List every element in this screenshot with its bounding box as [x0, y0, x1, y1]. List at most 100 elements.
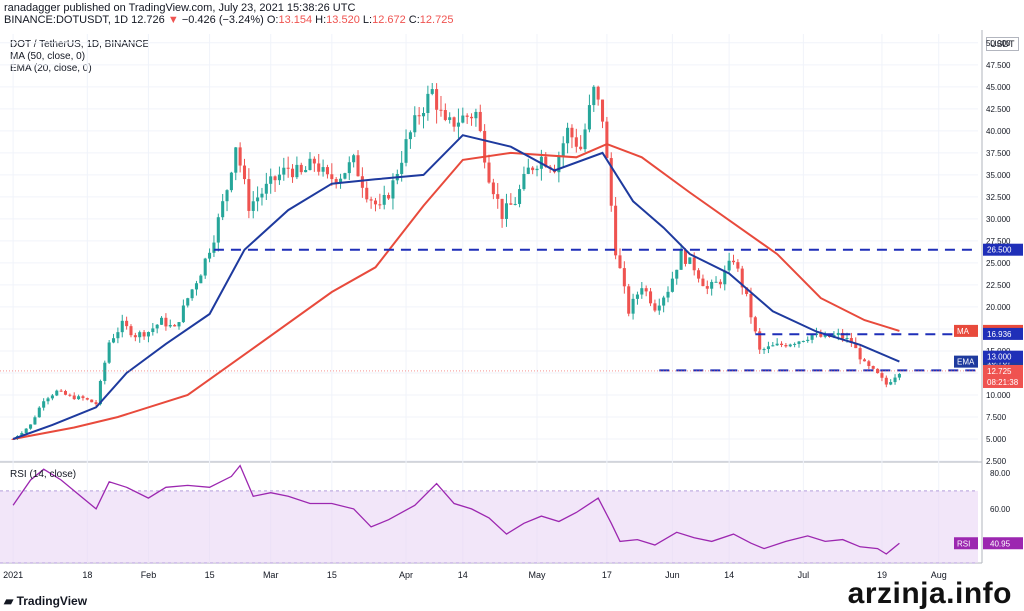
- candle-body: [155, 324, 159, 329]
- candle-body: [627, 286, 631, 314]
- price-axis-label: 26.500: [983, 243, 1023, 256]
- candle-body: [94, 402, 98, 405]
- watermark-text: arzinja.info: [847, 577, 1012, 610]
- candle-body: [644, 288, 648, 292]
- candle-body: [360, 176, 364, 188]
- price-tick-label: 27.500: [986, 237, 1011, 246]
- candle-body: [697, 270, 701, 279]
- candle-body: [417, 115, 421, 117]
- candle-body: [461, 115, 465, 123]
- candle-body: [513, 203, 517, 205]
- candle-body: [430, 89, 434, 94]
- legend-title[interactable]: DOT / TetherUS, 1D, BINANCE: [10, 39, 150, 50]
- rsi-legend[interactable]: RSI (14, close): [10, 469, 77, 480]
- candle-body: [784, 344, 788, 347]
- candle-body: [797, 341, 801, 344]
- price-axis-label-box: [983, 243, 1023, 256]
- chart-header: ranadagger published on TradingView.com,…: [4, 2, 453, 26]
- candle-body: [666, 291, 670, 298]
- candle-body: [260, 193, 264, 198]
- candle-body: [234, 147, 238, 173]
- legend-ma[interactable]: MA (50, close, 0): [10, 51, 86, 62]
- candle-body: [212, 242, 216, 253]
- price-tick-label: 40.000: [986, 127, 1011, 136]
- date-tick-label: 19: [877, 570, 887, 580]
- candle-body: [216, 217, 220, 243]
- candle-body: [718, 281, 722, 285]
- rsi-line: [12, 464, 900, 555]
- candle-body: [304, 170, 308, 173]
- candle-body: [160, 317, 164, 325]
- candle-body: [470, 116, 474, 119]
- candle-body: [889, 382, 893, 385]
- candle-body: [662, 297, 666, 306]
- candle-body: [587, 105, 591, 130]
- candle-body: [801, 340, 805, 342]
- candle-body: [779, 343, 784, 345]
- candle-body: [90, 399, 94, 403]
- tradingview-logo[interactable]: ▰ TradingView: [4, 594, 87, 608]
- candle-body: [203, 258, 207, 276]
- candle-body: [845, 337, 849, 339]
- currency-button[interactable]: USDT: [986, 37, 1019, 51]
- ohlc-line: BINANCE:DOTUSDT, 1D 12.726 ▼ −0.426 (−3.…: [4, 14, 453, 26]
- publisher-line: ranadagger published on TradingView.com,…: [4, 2, 356, 14]
- candle-body: [347, 162, 351, 174]
- candle-body: [849, 337, 853, 343]
- candle-body: [456, 122, 460, 127]
- candle-body: [221, 201, 225, 218]
- candle-body: [557, 155, 561, 173]
- candle-body: [745, 287, 749, 294]
- rsi-value-box: [983, 537, 1023, 550]
- ema20-line: [12, 134, 900, 440]
- candle-body: [186, 298, 190, 306]
- candle-body: [566, 127, 570, 144]
- price-axis-label-text: 26.500: [987, 246, 1012, 255]
- close-value: 12.725: [419, 14, 454, 26]
- candle-body: [20, 433, 24, 437]
- candle-body: [63, 391, 68, 395]
- candle-body: [369, 199, 373, 201]
- candle-body: [710, 281, 714, 289]
- candle-body: [897, 373, 901, 378]
- candle-body: [727, 260, 731, 271]
- candle-body: [675, 269, 679, 279]
- price-axis-label-box: [983, 364, 1023, 377]
- close-label: C:: [408, 14, 420, 26]
- candle-body: [55, 390, 59, 396]
- candle-body: [504, 203, 508, 219]
- candle-body: [133, 335, 137, 338]
- candle-body: [229, 172, 233, 191]
- candle-body: [400, 162, 404, 174]
- price-axis-label-text: 08:21:38: [987, 378, 1019, 387]
- candle-body: [312, 158, 316, 164]
- price-tick-label: 20.000: [986, 303, 1011, 312]
- candle-body: [194, 283, 199, 290]
- candle-body: [640, 288, 644, 295]
- candle-body: [33, 417, 37, 425]
- price-axis-label-box: [983, 350, 1023, 363]
- candle-body: [443, 110, 447, 120]
- rsi-tick-label: 60.00: [990, 505, 1011, 514]
- candle-body: [46, 398, 50, 402]
- indicator-tag-text: EMA: [957, 358, 975, 367]
- price-tick-label: 22.500: [986, 281, 1011, 290]
- candle-body: [308, 158, 312, 171]
- candle-body: [68, 394, 72, 396]
- candle-body: [208, 252, 212, 259]
- candle-body: [740, 268, 744, 288]
- down-arrow-icon: ▼: [167, 14, 179, 26]
- date-tick-label: 2021: [3, 570, 23, 580]
- date-tick-label: 14: [458, 570, 468, 580]
- candle-body: [793, 343, 797, 345]
- candle-body: [884, 377, 888, 385]
- candle-body: [522, 173, 526, 190]
- candle-body: [151, 328, 155, 333]
- legend-ema[interactable]: EMA (20, close, 0): [10, 63, 92, 74]
- candle-body: [880, 373, 884, 378]
- price-tick-label: 2.500: [986, 457, 1007, 466]
- candle-body: [596, 86, 600, 100]
- current-price: 12.726: [131, 14, 165, 26]
- candle-body: [24, 428, 28, 434]
